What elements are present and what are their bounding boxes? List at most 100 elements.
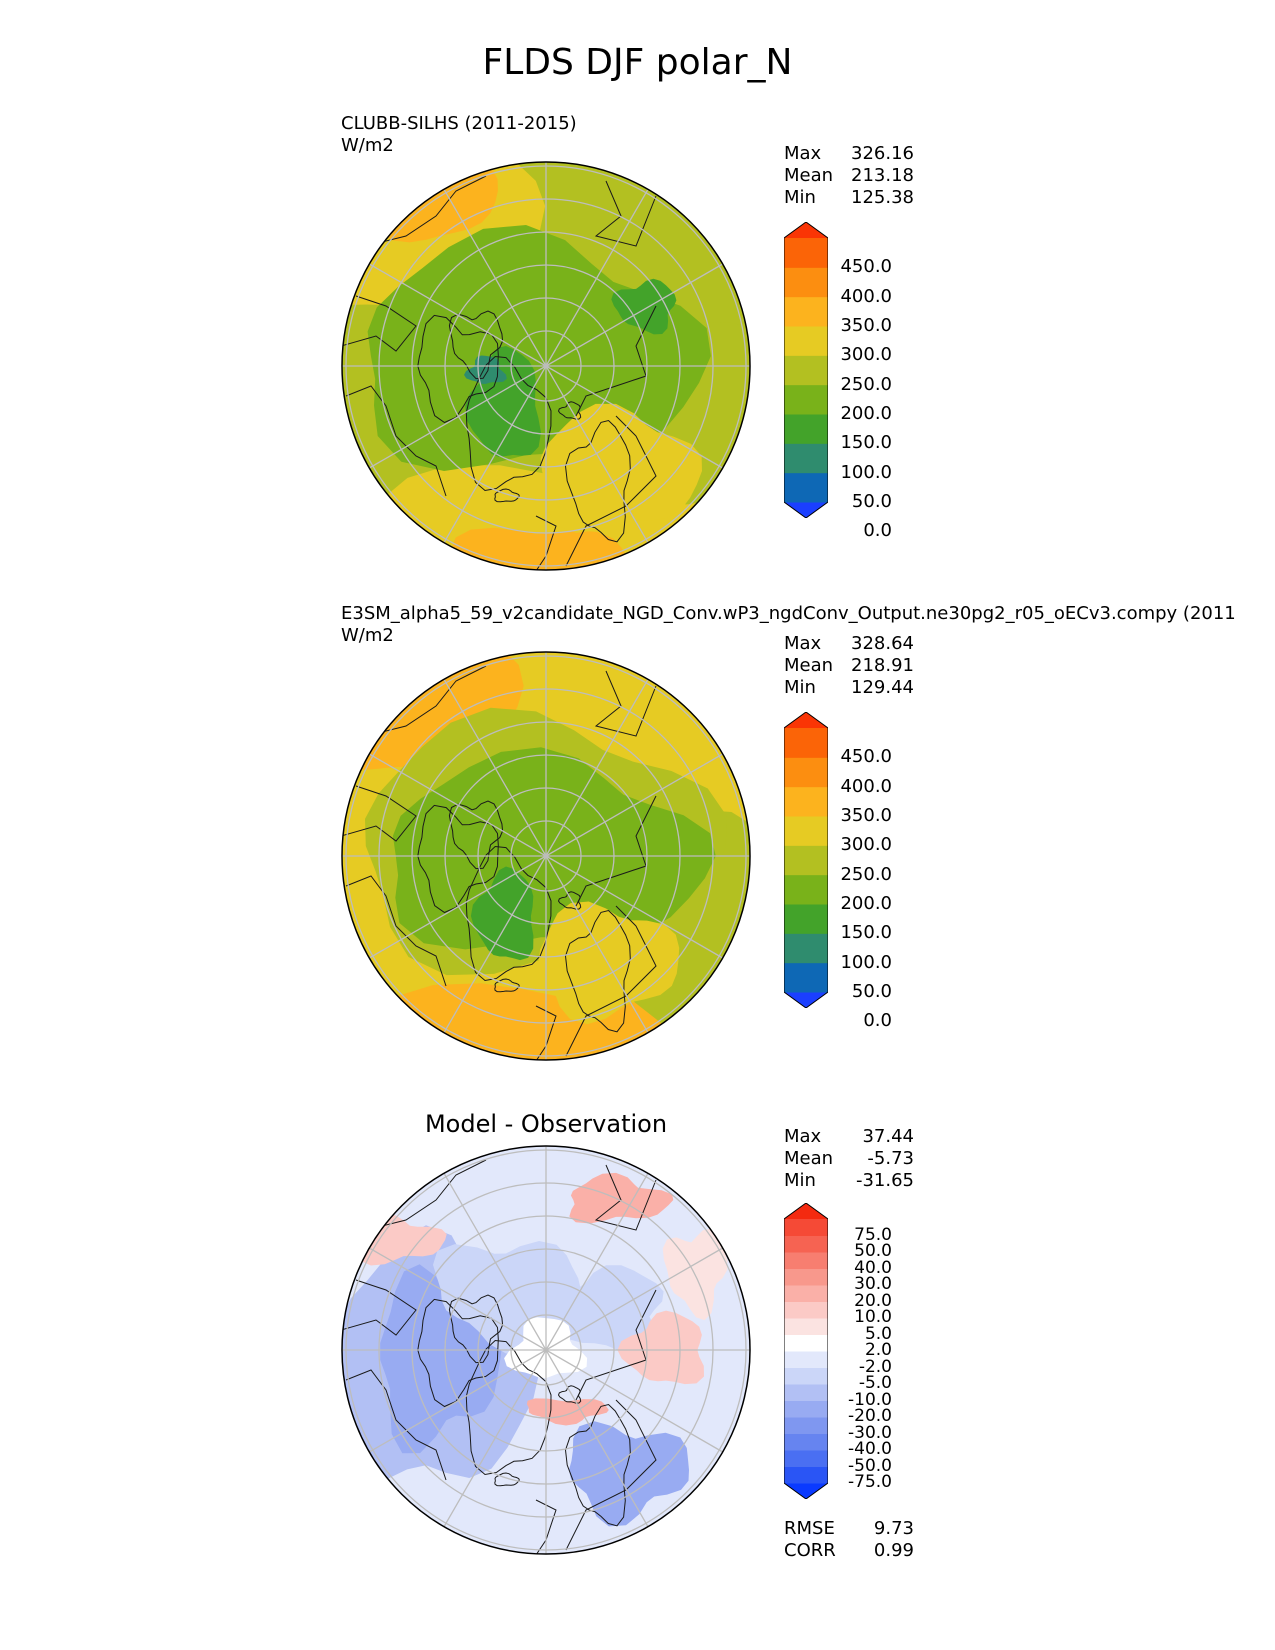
stat-max: Max 328.64 [784,633,914,654]
contour-fill [538,901,680,1025]
colorbar-segment [784,1301,828,1319]
longitude-gridline [368,1247,547,1351]
coastline [465,845,552,982]
colorbar-tick-label: 350.0 [840,315,892,336]
coastline [342,785,417,842]
colorbar-tick-label: 450.0 [840,746,892,768]
longitude-gridline [545,678,649,857]
colorbar-segment [784,355,828,386]
contour-fill [540,403,702,533]
polar-map-model-1 [341,161,751,571]
contour-fill [392,747,716,950]
contour-fill [470,866,534,961]
longitude-gridline [545,1349,724,1453]
longitude-gridline [545,855,724,959]
colorbar-segment [784,1417,828,1434]
colorbar-segment [784,816,828,846]
figure-title: FLDS DJF polar_N [482,42,793,83]
colorbar-segment [784,1334,828,1352]
colorbar-segment [784,728,828,758]
coastline [565,905,657,1057]
map-overlays [342,652,750,1060]
colorbar-segment [784,472,828,503]
stat-rmse: RMSE 9.73 [784,1518,914,1539]
colorbar-segment [784,845,828,876]
stat-mean: Mean 213.18 [784,165,914,186]
colorbar-panel2: 450.0 400.0 350.0 300.0 250.0 200.0 150.0 100.0… [784,712,894,1030]
colorbar-segment [784,267,828,298]
stat-mean: Mean 218.91 [784,655,914,676]
colorbar-tick-label: 300.0 [840,344,892,366]
panel1-units: W/m2 [341,135,394,156]
longitude-gridline [443,365,547,544]
colorbar-tick-label: 50.0 [851,981,892,1002]
colorbar-segment [784,1367,828,1385]
colorbar-extend-max [784,1203,828,1219]
coastline [494,488,520,503]
colorbar-tick-label: 250.0 [840,373,892,395]
colorbar-segment [784,904,828,934]
coastline [564,909,631,1033]
coastline [345,875,447,987]
colorbar-tick-label: 30.0 [854,1274,892,1294]
coastline [494,978,520,993]
colorbar-tick-label: -10.0 [848,1389,892,1410]
longitude-gridline [545,1247,724,1351]
stat-min: Min 129.44 [784,677,914,698]
colorbar-tick-label: 10.0 [854,1307,892,1327]
colorbar-segment [784,1466,828,1484]
longitude-gridline [545,1349,649,1528]
contour-fill [450,527,630,570]
coastline [565,1399,657,1551]
colorbar-segment [784,238,828,268]
contour-fill [569,1421,689,1527]
colorbar-tick-label: 75.0 [854,1224,892,1245]
stat-min: Min 125.38 [784,187,914,208]
colorbar-tick-label: 50.0 [854,1241,892,1261]
colorbar-tick-label: 2.0 [864,1340,892,1360]
colorbar-difference: 75.0 50.0 40.0 30.0 20.0 10.0 5.0 2.0 -2.0 -5.0 -1… [784,1203,894,1499]
colorbar-segment [784,1285,828,1302]
colorbar-tick-label: -20.0 [848,1406,892,1426]
panel1-stats: Max 326.16 Mean 213.18 Min 125.38 [784,143,914,209]
colorbar-segment [784,1219,828,1236]
coastline [575,1289,657,1401]
colorbar-tick-label: 0.0 [863,520,892,542]
coastline [575,795,657,907]
colorbar-extend-max [784,222,828,238]
coastline [494,1472,520,1487]
colorbar-tick-label: 150.0 [840,922,892,944]
colorbar-tick-label: -40.0 [848,1439,892,1459]
coastline [365,175,487,247]
map-overlays [342,1146,750,1554]
contour-fill [433,1241,581,1354]
colorbar-segment [784,384,828,415]
stat-min: Min -31.65 [784,1170,914,1191]
contour-fill [342,983,721,1060]
longitude-gridline [545,188,649,367]
stat-max: Max 37.44 [784,1126,914,1147]
longitude-gridline [545,855,649,1034]
colorbar-tick-label: -2.0 [858,1356,892,1377]
colorbar-segment [784,1268,828,1286]
colorbar-tick-label: 20.0 [854,1290,892,1311]
colorbar-segment [784,296,828,327]
longitude-gridline [443,188,547,367]
longitude-gridline [443,855,547,1034]
coastline [465,1339,552,1476]
colorbar-panel1: 450.0 400.0 350.0 300.0 250.0 200.0 150.0 100.0… [784,222,894,540]
map-overlays [342,162,750,570]
polar-map-model-2 [341,651,751,1061]
panel2-title-block: E3SM_alpha5_59_v2candidate_NGD_Conv.wP3_… [341,603,1236,647]
colorbar-segment [784,1450,828,1467]
colorbar-extend-min [784,502,828,518]
colorbar-tick-label: 100.0 [840,951,892,973]
error-stats: RMSE 9.73 CORR 0.99 [784,1518,914,1562]
panel1-title-block: CLUBB-SILHS (2011-2015) W/m2 [341,113,577,157]
colorbar-segment [784,757,828,788]
colorbar-segment [784,443,828,474]
map-boundary [341,651,751,1061]
coastline [345,385,447,497]
longitude-gridline [443,1172,547,1351]
contour-fill [569,1172,674,1224]
